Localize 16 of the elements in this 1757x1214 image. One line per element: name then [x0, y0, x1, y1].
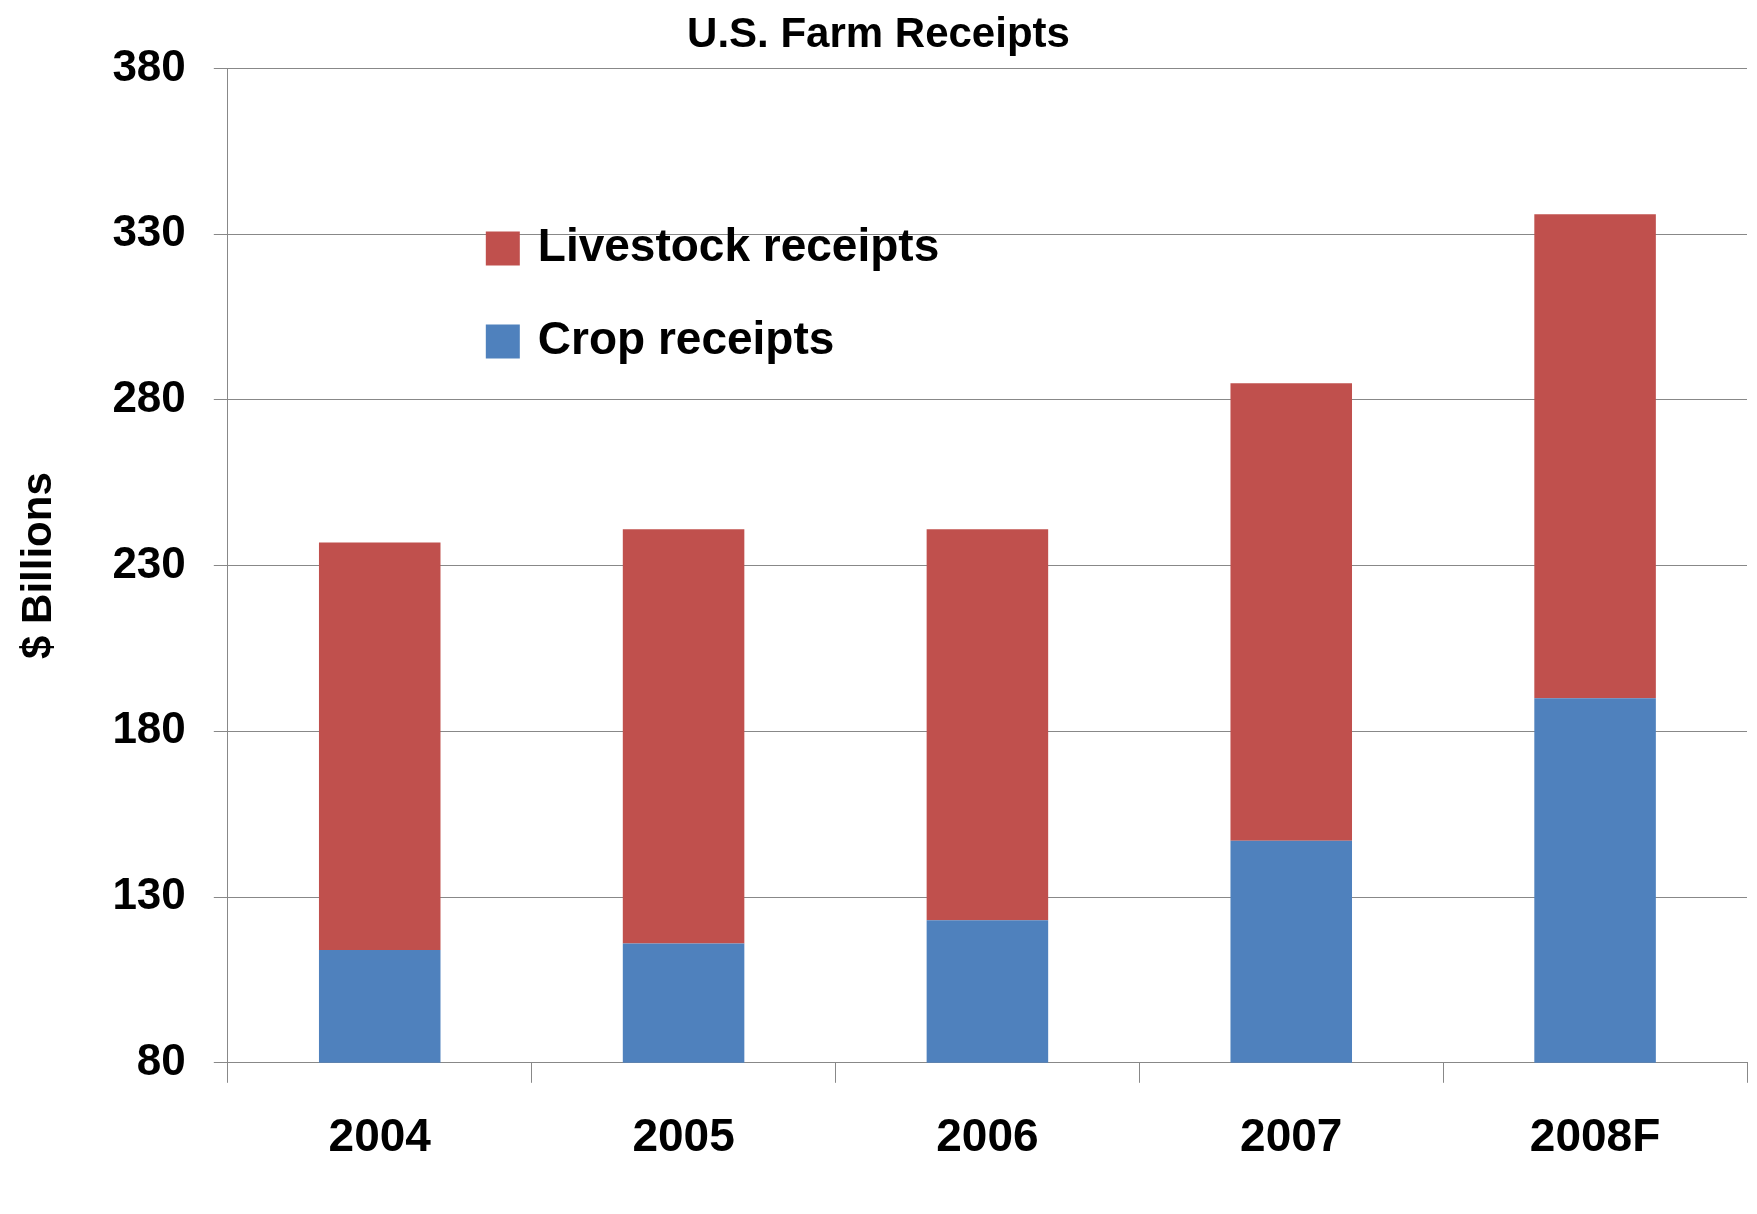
x-tick-label: 2004: [328, 1109, 432, 1162]
y-tick-label: 380: [112, 40, 186, 90]
y-tick-label: 280: [112, 372, 186, 422]
y-tick-label: 80: [136, 1034, 186, 1084]
chart-title: U.S. Farm Receipts: [687, 8, 1070, 56]
x-tick-label: 2007: [1240, 1109, 1343, 1162]
x-tick-label: 2006: [936, 1109, 1039, 1162]
legend-label: Livestock receipts: [537, 219, 940, 272]
y-tick-label: 330: [112, 206, 186, 256]
legend-label: Crop receipts: [537, 312, 835, 365]
y-tick-label: 230: [112, 537, 186, 587]
x-tick-label: 2008F: [1529, 1109, 1661, 1162]
y-tick-label: 180: [112, 703, 186, 753]
x-tick-label: 2005: [632, 1109, 735, 1162]
y-axis-title: $ Billions: [12, 472, 60, 659]
y-tick-label: 130: [112, 869, 186, 919]
